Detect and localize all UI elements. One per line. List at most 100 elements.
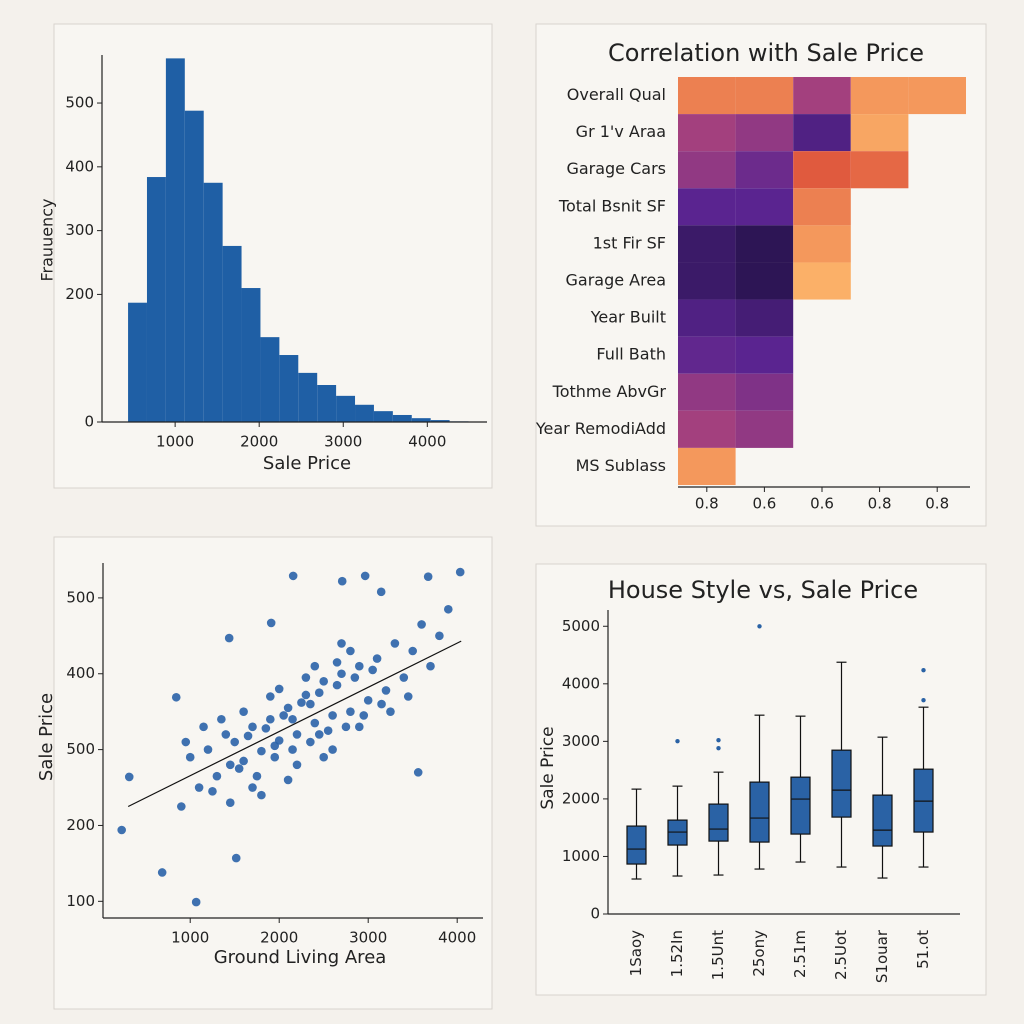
point <box>266 692 275 701</box>
bar <box>260 337 280 422</box>
x-tick-label: 51.ot <box>914 930 932 969</box>
point <box>346 646 355 656</box>
point <box>234 764 244 773</box>
x-tick-label: 1.5Unt <box>709 930 727 980</box>
bar <box>373 411 393 422</box>
point <box>435 631 444 641</box>
point <box>301 690 311 700</box>
point <box>408 646 417 656</box>
y-axis-label: Sale Price <box>36 693 57 781</box>
point <box>270 752 280 762</box>
point <box>208 787 217 796</box>
heatmap-cell <box>678 373 736 411</box>
x-tick-label: 2.51m <box>791 930 809 978</box>
heatmap-cell <box>678 447 736 485</box>
point <box>274 684 284 694</box>
bar <box>203 182 223 422</box>
point <box>225 798 235 808</box>
y-tick-label: 2000 <box>562 789 600 807</box>
point <box>177 802 186 811</box>
chart-title: House Style vs, Sale Price <box>608 576 918 604</box>
y-tick-label: 4000 <box>562 674 600 692</box>
point <box>279 711 288 720</box>
heatmap-cell <box>678 151 736 189</box>
heatmap-cell <box>678 77 736 115</box>
y-tick-label: 100 <box>66 892 95 910</box>
heatmap-cell <box>793 262 851 300</box>
y-tick-label: 5000 <box>562 617 600 635</box>
heatmap-cell <box>735 262 794 300</box>
point <box>194 783 204 792</box>
box <box>749 781 770 843</box>
point <box>350 673 360 682</box>
point <box>314 730 324 739</box>
point <box>266 618 276 628</box>
point <box>248 722 257 732</box>
heatmap-cell <box>735 373 794 411</box>
heatmap-cell <box>678 188 736 226</box>
point <box>266 714 275 724</box>
point <box>157 868 167 877</box>
x-axis-label: Sale Price <box>263 453 351 474</box>
heatmap-cell <box>908 77 966 115</box>
bar <box>279 355 299 422</box>
point <box>443 604 453 614</box>
point <box>224 633 234 643</box>
bar <box>184 110 204 423</box>
bar <box>317 385 337 422</box>
point <box>341 722 351 732</box>
heatmap-cell <box>735 77 794 115</box>
point <box>239 707 248 716</box>
point <box>359 711 369 720</box>
point <box>354 722 364 732</box>
x-tick-label: 1.52In <box>668 930 686 977</box>
x-tick-label: 0.6 <box>752 495 776 513</box>
trend-line <box>127 640 462 808</box>
heatmap-cell <box>678 262 736 300</box>
point <box>337 639 346 648</box>
point <box>185 752 195 762</box>
chart-title: Correlation with Sale Price <box>608 39 924 67</box>
heatmap-cell <box>793 151 851 189</box>
outlier <box>716 737 721 743</box>
y-tick-label: 200 <box>65 285 94 303</box>
heatmap-cell <box>678 299 736 337</box>
x-tick-label: 4000 <box>408 433 446 451</box>
row-label: Overall Qual <box>567 85 666 104</box>
point <box>314 688 324 698</box>
point <box>403 692 413 701</box>
x-tick-label: 1000 <box>171 929 209 947</box>
point <box>413 768 423 777</box>
x-tick-label: 0.8 <box>868 495 892 513</box>
point <box>283 775 293 785</box>
point <box>257 790 266 800</box>
y-tick-label: 400 <box>66 664 95 682</box>
x-tick-label: 0.8 <box>925 495 949 513</box>
outlier <box>675 738 680 744</box>
row-label: Gr 1'v Araa <box>576 122 666 141</box>
x-axis-label: Ground Living Area <box>214 947 387 968</box>
row-label: Garage Cars <box>566 159 666 178</box>
heatmap-cell <box>678 225 736 263</box>
x-tick-label: 25ony <box>750 930 768 977</box>
row-label: Total Bsnit SF <box>558 196 666 215</box>
y-tick-label: 3000 <box>562 732 600 750</box>
point <box>191 897 201 907</box>
y-axis-label: Sale Price <box>538 726 558 809</box>
point <box>337 576 347 586</box>
point <box>363 695 373 705</box>
point <box>225 760 235 770</box>
heatmap-cell <box>735 299 794 337</box>
row-label: Garage Area <box>566 271 667 290</box>
point <box>306 699 315 709</box>
heatmap-cell <box>678 410 736 448</box>
y-tick-label: 500 <box>66 740 95 758</box>
point <box>337 669 346 679</box>
point <box>199 722 208 732</box>
point <box>288 745 297 754</box>
x-tick-label: 2.5Uot <box>832 930 850 980</box>
point <box>386 707 395 716</box>
point <box>354 661 364 671</box>
point <box>239 756 248 766</box>
